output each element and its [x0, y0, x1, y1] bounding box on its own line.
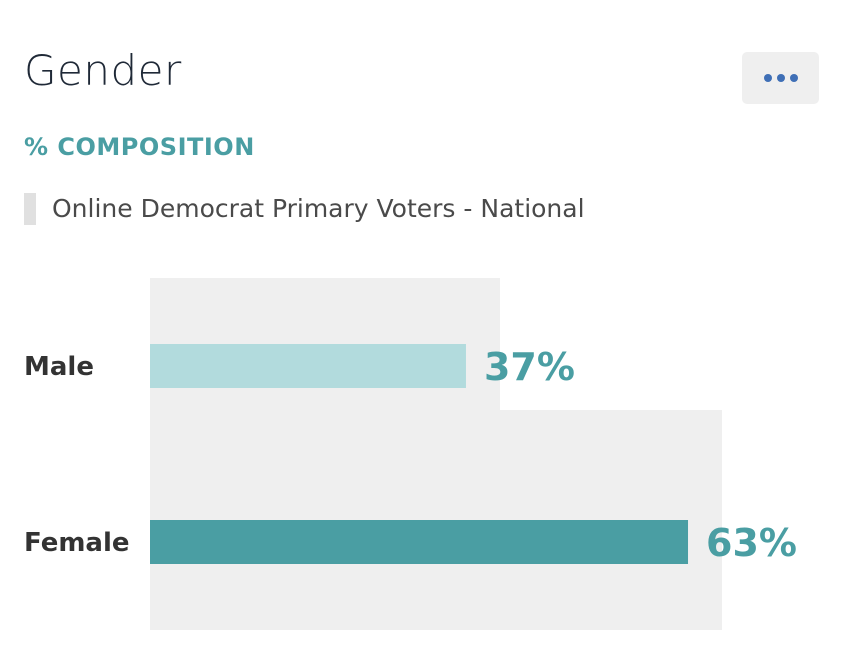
ellipsis-icon	[763, 74, 798, 82]
bar-male[interactable]	[150, 344, 466, 388]
value-label-female: 63%	[706, 521, 797, 565]
metric-label: % COMPOSITION	[24, 133, 255, 161]
value-label-male: 37%	[484, 345, 575, 389]
legend-swatch	[24, 193, 36, 225]
legend-label: Online Democrat Primary Voters - Nationa…	[52, 194, 585, 223]
category-label-female: Female	[24, 528, 130, 558]
category-label-male: Male	[24, 352, 94, 382]
bar-female[interactable]	[150, 520, 689, 564]
more-options-button[interactable]	[742, 52, 819, 104]
chart-title: Gender	[24, 46, 182, 95]
